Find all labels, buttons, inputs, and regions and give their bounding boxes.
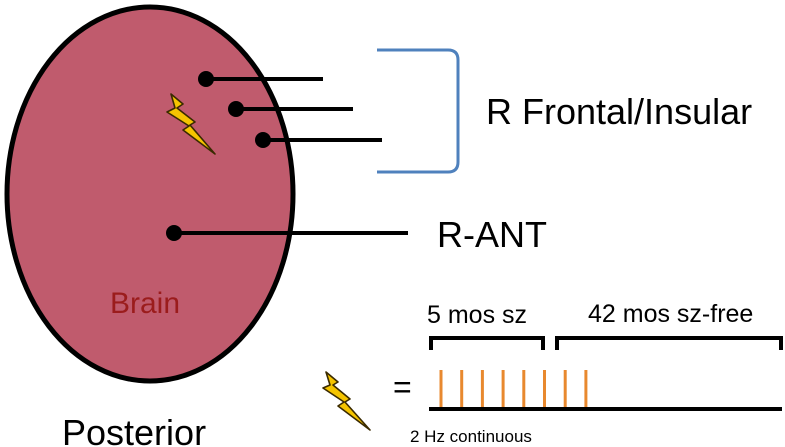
lightning-bolt-icon — [166, 93, 216, 155]
frequency-label: 2 Hz continuous — [410, 427, 532, 446]
legend-lightning-bolt-icon — [322, 371, 371, 431]
stimulation-pulses — [439, 370, 588, 409]
brain-shape — [4, 4, 296, 384]
posterior-label: Posterior — [62, 412, 206, 447]
frontal-electrode-3 — [255, 132, 382, 148]
phase-2-label: 42 mos sz-free — [588, 300, 753, 328]
frontal-insular-label: R Frontal/Insular — [486, 91, 752, 132]
frontal-bracket — [377, 48, 460, 174]
phase-2-bracket — [555, 336, 783, 350]
ant-label: R-ANT — [437, 214, 547, 255]
frontal-electrode-2 — [228, 101, 353, 117]
ant-electrode — [166, 225, 408, 241]
brain-label: Brain — [110, 287, 180, 320]
phase-1-bracket — [429, 336, 545, 350]
phase-1-label: 5 mos sz — [427, 301, 527, 329]
legend-equals: = — [393, 369, 412, 405]
frontal-electrode-1 — [198, 71, 323, 87]
